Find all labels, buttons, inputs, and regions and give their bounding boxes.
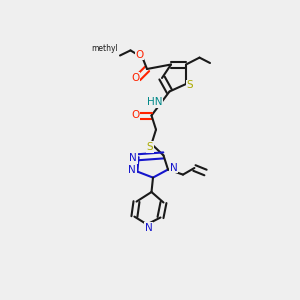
Text: methyl: methyl bbox=[91, 44, 118, 53]
Text: S: S bbox=[147, 142, 153, 152]
Text: O: O bbox=[135, 50, 144, 60]
Text: HN: HN bbox=[147, 97, 163, 107]
Text: N: N bbox=[129, 153, 137, 164]
Text: O: O bbox=[131, 110, 139, 121]
Text: N: N bbox=[128, 165, 136, 176]
Text: S: S bbox=[186, 80, 193, 91]
Text: O: O bbox=[131, 73, 139, 83]
Text: N: N bbox=[169, 163, 177, 173]
Text: N: N bbox=[145, 223, 152, 233]
